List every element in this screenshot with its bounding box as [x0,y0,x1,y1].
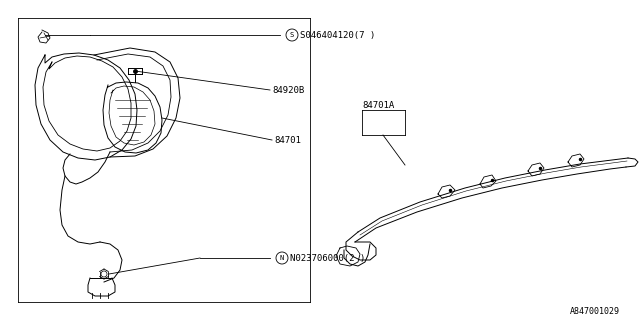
Text: N: N [280,255,284,261]
Text: S046404120(7 ): S046404120(7 ) [300,30,375,39]
Text: 84701: 84701 [274,135,301,145]
Text: N023706000(2 ): N023706000(2 ) [290,253,365,262]
Text: 84701A: 84701A [362,100,394,109]
Text: S: S [290,32,294,38]
Text: A847001029: A847001029 [570,308,620,316]
Text: 84920B: 84920B [272,85,304,94]
